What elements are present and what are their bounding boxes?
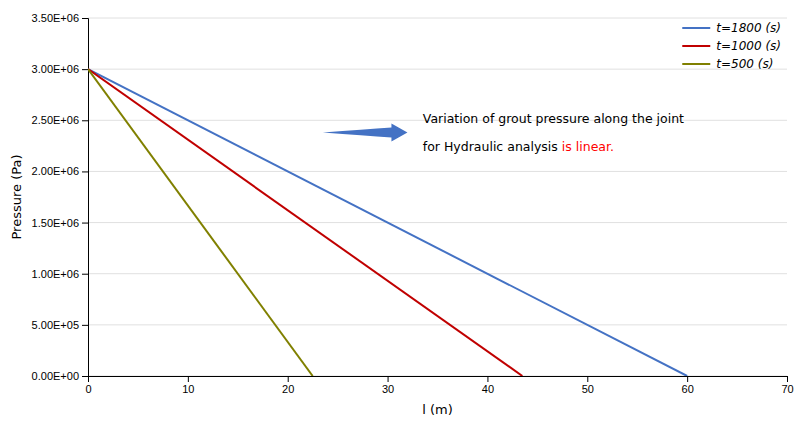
annotation-part: is linear. [562, 139, 614, 154]
tick-label: 20 [282, 383, 294, 395]
y-axis: 0.00E+00 5.00E+05 1.00E+06 1.50E+06 2.00E+06… [32, 12, 89, 382]
legend-label: t=1800 (s) [716, 21, 781, 35]
tick-label: 3.50E+06 [32, 12, 79, 24]
tick-mark [82, 376, 88, 377]
tick: 0.00E+00 [32, 370, 88, 382]
legend-swatch [682, 45, 710, 47]
legend-label: t=1000 (s) [716, 39, 781, 53]
tick-mark [82, 120, 88, 121]
tick-label: 5.00E+05 [32, 319, 79, 331]
series-line [88, 69, 687, 376]
tick: 2.00E+06 [32, 165, 88, 177]
grid-line [88, 69, 787, 70]
tick: 3.00E+06 [32, 63, 88, 75]
tick: 70 [781, 376, 793, 395]
tick: 2.50E+06 [32, 114, 88, 126]
tick-mark [82, 325, 88, 326]
tick: 20 [282, 376, 294, 395]
tick-mark [82, 69, 88, 70]
annotation: Variation of grout pressure along the jo… [423, 111, 684, 126]
tick-label: 60 [682, 383, 694, 395]
tick-label: 40 [482, 383, 494, 395]
tick-label: 70 [781, 383, 793, 395]
tick: 30 [382, 376, 394, 395]
chart: 0 10 20 30 40 50 60 70 0.00E+00 5.00E+05 1.00E+06 1… [0, 0, 809, 424]
tick-mark [787, 376, 788, 382]
tick: 60 [682, 376, 694, 395]
grid-line [88, 222, 787, 223]
tick-mark [288, 376, 289, 382]
tick-label: 2.50E+06 [32, 114, 79, 126]
tick: 50 [582, 376, 594, 395]
tick-label: 2.00E+06 [32, 165, 79, 177]
tick-mark [687, 376, 688, 382]
legend-item: t=1000 (s) [682, 39, 781, 53]
legend-item: t=1800 (s) [682, 21, 781, 35]
tick-label: 1.00E+06 [32, 268, 79, 280]
legend: t=1800 (s) t=1000 (s) t=500 (s) [682, 21, 781, 71]
tick-label: 30 [382, 383, 394, 395]
tick-label: 50 [582, 383, 594, 395]
plot: 0 10 20 30 40 50 60 70 0.00E+00 5.00E+05 1.00E+06 1… [32, 12, 794, 395]
tick-mark [587, 376, 588, 382]
annotation-part: for Hydraulic analysis [423, 139, 562, 154]
tick-mark [188, 376, 189, 382]
tick-mark [487, 376, 488, 382]
axis-line [89, 377, 788, 383]
grid-line [88, 273, 787, 274]
annotation: for Hydraulic analysis is linear. [423, 139, 614, 154]
grid-line [88, 171, 787, 172]
tick: 1.00E+06 [32, 268, 88, 280]
grid [88, 18, 787, 376]
tick: 3.50E+06 [32, 12, 88, 24]
tick: 1.50E+06 [32, 217, 88, 229]
arrow [323, 124, 408, 142]
tick-mark [82, 171, 88, 172]
legend-item: t=500 (s) [682, 57, 773, 71]
legend-swatch [682, 27, 710, 29]
tick-label: 0.00E+00 [32, 370, 79, 382]
legend-swatch [682, 63, 710, 65]
tick-label: 0 [85, 383, 91, 395]
series-group [88, 69, 687, 376]
axis-line [82, 19, 89, 377]
tick-label: 1.50E+06 [32, 217, 79, 229]
tick: 5.00E+05 [32, 319, 88, 331]
tick: 0 [85, 376, 91, 395]
y-axis-title: Pressure (Pa) [9, 154, 24, 239]
tick-mark [388, 376, 389, 382]
legend-label: t=500 (s) [716, 57, 773, 71]
tick-label: 3.00E+06 [32, 63, 79, 75]
tick: 40 [482, 376, 494, 395]
x-axis: 0 10 20 30 40 50 60 70 [85, 376, 793, 395]
tick-label: 10 [182, 383, 194, 395]
series-line [88, 69, 313, 376]
grid-line [88, 18, 787, 19]
grid-line [88, 324, 787, 325]
tick-mark [82, 18, 88, 19]
tick-mark [82, 223, 88, 224]
tick-mark [82, 274, 88, 275]
tick: 10 [182, 376, 194, 395]
x-axis-title: l (m) [422, 402, 453, 417]
